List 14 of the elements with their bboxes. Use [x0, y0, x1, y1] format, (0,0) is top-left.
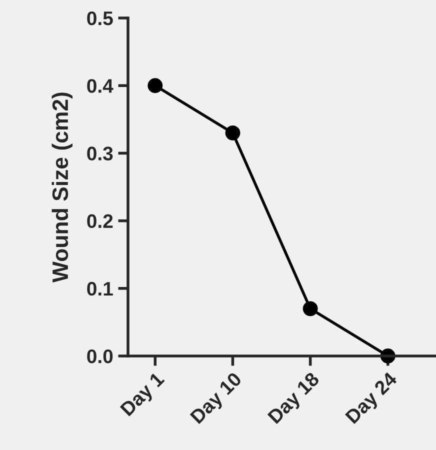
x-tick-label: Day 1 [120, 371, 168, 420]
y-tick-label: 0.5 [87, 11, 113, 26]
y-tick-label: 0.4 [87, 79, 114, 93]
x-tick-label: Day 18 [267, 371, 323, 427]
x-tick-label: Day 10 [190, 372, 245, 427]
y-axis-title: Wound Size (cm2) [52, 92, 72, 282]
point [302, 301, 318, 316]
y-tick-label: 0.2 [87, 214, 113, 228]
y-tick-label: 0.1 [87, 282, 113, 296]
x-tick-label: Day 24 [344, 371, 401, 427]
y-tick-label: 0.0 [87, 349, 113, 364]
point [148, 78, 163, 94]
y-tick-label: 0.3 [87, 146, 113, 160]
point [225, 125, 240, 140]
